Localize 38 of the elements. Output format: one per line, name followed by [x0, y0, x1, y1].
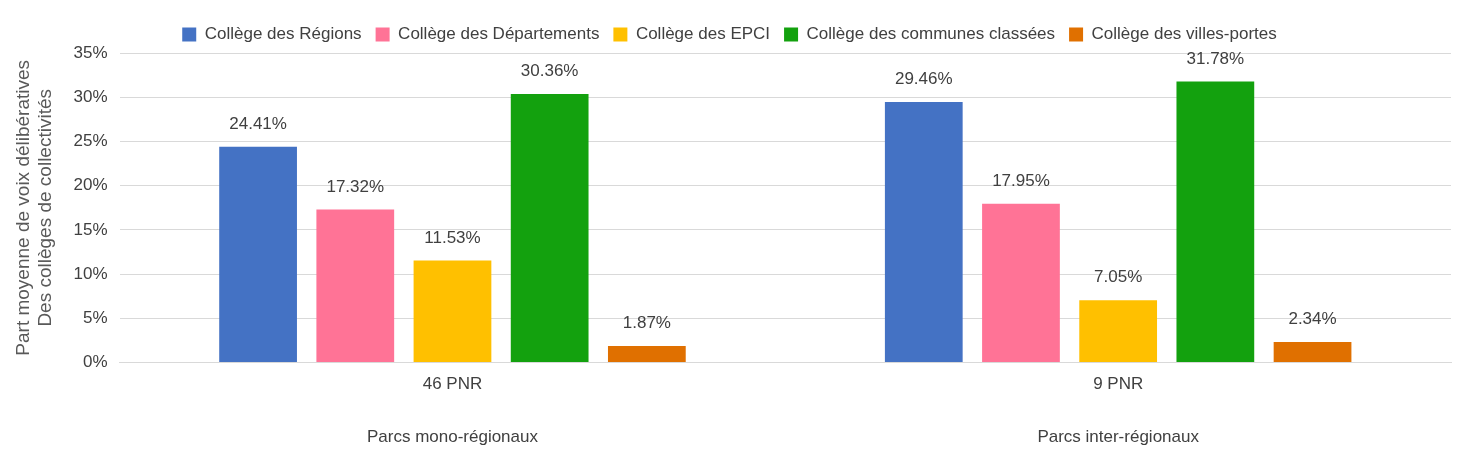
bar	[316, 209, 395, 363]
bar	[1273, 341, 1352, 363]
legend-label: Collège des villes-portes	[1091, 24, 1277, 44]
bar	[607, 346, 686, 363]
y-tick-label: 35%	[73, 42, 108, 62]
bar	[1176, 81, 1255, 363]
data-label: 7.05%	[1094, 267, 1143, 287]
x-tick-label: 9 PNR	[1093, 374, 1144, 394]
data-label: 1.87%	[622, 313, 671, 333]
data-label: 17.95%	[992, 171, 1050, 191]
bar	[510, 94, 589, 363]
bar	[1079, 300, 1158, 363]
y-tick-label: 15%	[73, 219, 108, 239]
text: Parcs mono-régionaux	[366, 426, 539, 446]
bar	[884, 102, 963, 363]
y-tick-label: 5%	[83, 308, 108, 328]
y-tick-label: 10%	[73, 263, 108, 283]
x-tick-label: 46 PNR	[422, 374, 483, 394]
legend-label: Collège des EPCI	[635, 24, 771, 44]
y-tick-label: 25%	[73, 131, 108, 151]
data-label: 17.32%	[326, 176, 385, 196]
y-tick-label: 30%	[73, 86, 108, 106]
y-tick-label: 0%	[83, 352, 108, 372]
y-tick-label: 20%	[73, 175, 108, 195]
bar	[982, 203, 1060, 363]
data-label: 11.53%	[424, 227, 481, 247]
text: Parcs inter-régionaux	[1037, 426, 1200, 446]
data-label: 2.34%	[1288, 309, 1337, 329]
data-label: 24.41%	[229, 113, 287, 133]
y-axis-title: Part moyenne de voix délibératives Des collèges de collectivités	[11, 59, 56, 356]
data-label: 30.36%	[520, 61, 579, 81]
bar	[413, 260, 492, 363]
legend-label: Collège des Régions	[204, 24, 362, 44]
bar	[219, 146, 297, 363]
legend-label: Collège des Départements	[398, 24, 600, 44]
legend-label: Collège des communes classées	[806, 24, 1056, 44]
data-label: 31.78%	[1186, 48, 1245, 68]
data-label: 29.46%	[894, 69, 953, 89]
